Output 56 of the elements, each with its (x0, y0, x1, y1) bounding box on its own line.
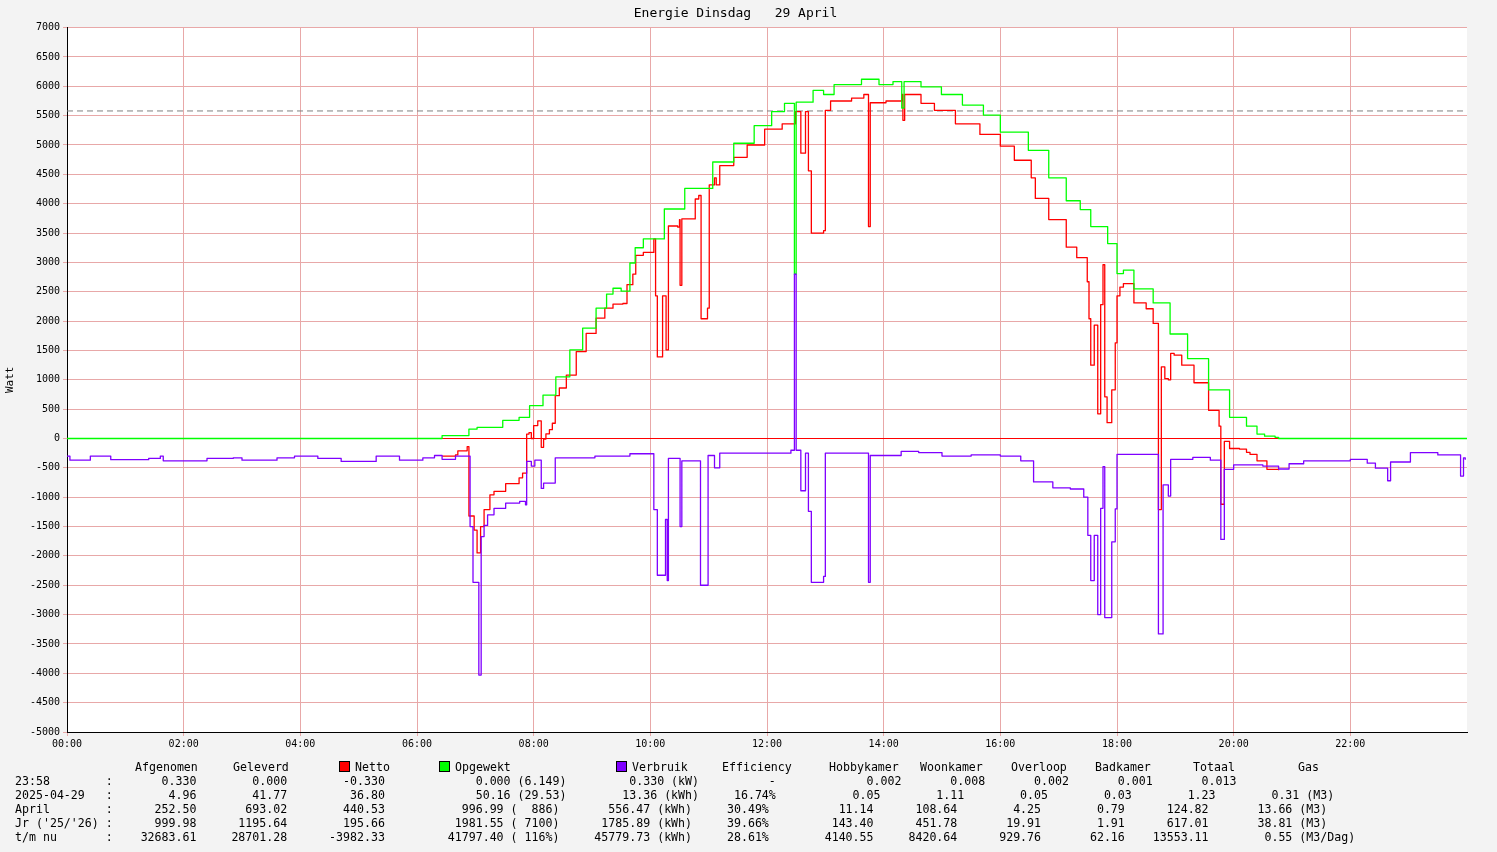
y-tick-label: 3500 (35, 226, 60, 238)
x-tick-label: 12:00 (751, 737, 783, 749)
y-tick-label: 6500 (35, 50, 60, 62)
y-tick-label: 5500 (35, 109, 60, 121)
text: Geleverd (233, 760, 289, 774)
y-tick-label: -2500 (29, 578, 60, 590)
text: Badkamer (1095, 760, 1151, 774)
y-tick-label: 3000 (35, 255, 60, 267)
text: t/m nu : 32683.61 28701.28 -3982.33 41797.40 ( 116%) 45779.73 (kWh) 28.61% 4140.55 8420.64 929.76 62.16 13553.11 0.55 (M3/Dag) (15, 830, 1356, 844)
y-tick-label: 500 (41, 402, 60, 414)
y-tick-label: -3500 (29, 637, 60, 649)
y-tick-label: -5000 (29, 725, 60, 737)
x-tick-label: 08:00 (518, 737, 549, 749)
x-tick-label: 22:00 (1335, 737, 1366, 749)
x-tick-label: 16:00 (985, 737, 1016, 749)
x-tick-label: 00:00 (51, 737, 83, 749)
chart-title: Energie Dinsdag 29 April (633, 5, 838, 21)
y-tick-label: 0 (53, 432, 60, 444)
x-tick-label: 14:00 (868, 737, 899, 749)
legend-label: Netto (354, 760, 390, 774)
text: Gas (1298, 760, 1319, 774)
y-tick-label: -4500 (29, 696, 60, 708)
text: Woonkamer (920, 760, 983, 774)
text: April : 252.50 693.02 440.53 996.99 ( 886) 556.47 (kWh) 30.49% 11.14 108.64 4.25 0.79 124.82 13.66 (M3) (15, 802, 1328, 816)
y-tick-label: 5000 (35, 138, 60, 150)
y-tick-label: 1000 (35, 373, 60, 385)
text: Overloop (1011, 760, 1067, 774)
y-tick-label: 4000 (35, 197, 60, 209)
text: 23:58 : 0.330 0.000 -0.330 0.000 (6.149) 0.330 (kW) - 0.002 0.008 0.002 0.001 0.013 (15, 774, 1237, 788)
text: 2025-04-29 : 4.96 41.77 36.80 50.16 (29.53) 13.36 (kWh) 16.74% 0.05 1.11 0.05 0.03 1.23 0.31 (M3) (15, 788, 1335, 802)
text: Totaal (1193, 760, 1235, 774)
x-tick-label: 10:00 (635, 737, 666, 749)
x-tick-label: 04:00 (285, 737, 316, 749)
x-tick-label: 02:00 (168, 737, 199, 749)
text: Hobbykamer (829, 760, 899, 774)
legend-label: Opgewekt (454, 760, 511, 774)
y-tick-label: -2000 (29, 549, 60, 561)
text: Jr ('25/'26) : 999.98 1195.64 195.66 1981.55 ( 7100) 1785.89 (kWh) 39.66% 143.40 451.78 19.91 1.91 617.01 38.81 (M3) (15, 816, 1328, 830)
y-axis-title: Watt (3, 366, 17, 394)
y-tick-label: 6000 (35, 79, 60, 91)
legend-label: Verbruik (631, 760, 688, 774)
y-tick-label: 2000 (35, 314, 60, 326)
y-tick-label: -1000 (29, 490, 60, 502)
y-tick-label: -4000 (29, 666, 60, 678)
x-tick-label: 06:00 (401, 737, 433, 749)
y-tick-label: -1500 (29, 520, 60, 532)
y-tick-label: -3000 (29, 608, 60, 620)
x-tick-label: 18:00 (1101, 737, 1133, 749)
y-tick-label: 7000 (35, 21, 60, 33)
y-tick-label: 1500 (35, 344, 60, 356)
y-tick-label: 2500 (35, 285, 60, 297)
y-tick-label: -500 (35, 461, 60, 473)
text: Afgenomen (135, 760, 198, 774)
text: Efficiency (722, 760, 792, 774)
y-tick-label: 4500 (35, 167, 60, 179)
x-tick-label: 20:00 (1218, 737, 1249, 749)
